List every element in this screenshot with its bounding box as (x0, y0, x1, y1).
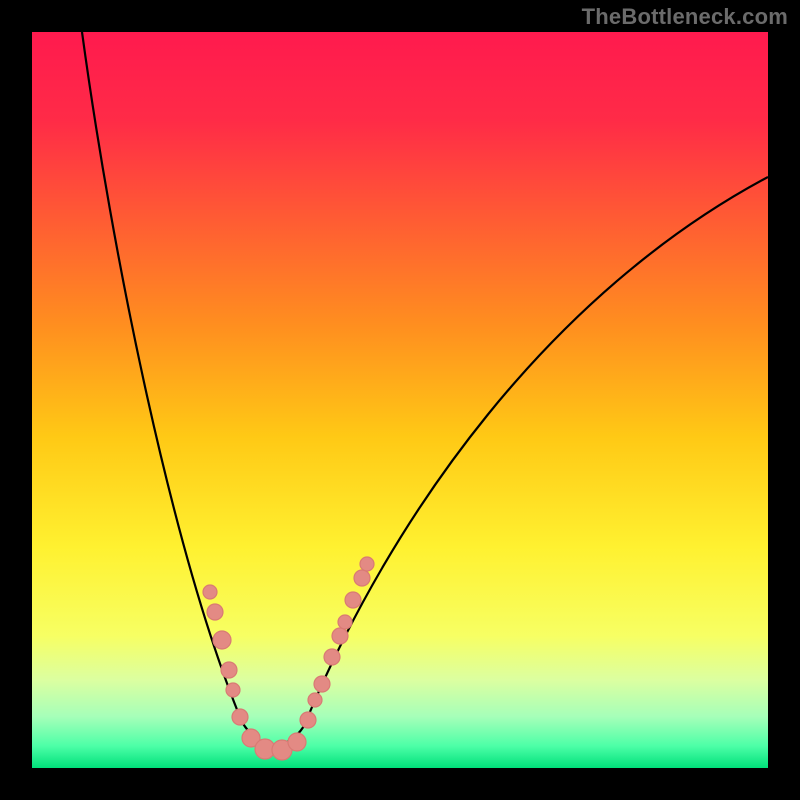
data-marker (314, 676, 330, 692)
data-marker (221, 662, 237, 678)
data-marker (213, 631, 231, 649)
data-marker (203, 585, 217, 599)
data-marker (232, 709, 248, 725)
data-marker (338, 615, 352, 629)
data-marker (332, 628, 348, 644)
watermark-text: TheBottleneck.com (582, 4, 788, 30)
data-marker (207, 604, 223, 620)
chart-frame: TheBottleneck.com (0, 0, 800, 800)
data-marker (288, 733, 306, 751)
data-marker (308, 693, 322, 707)
data-marker (300, 712, 316, 728)
plot-area (32, 32, 768, 768)
data-marker (345, 592, 361, 608)
data-marker (354, 570, 370, 586)
chart-background (32, 32, 768, 768)
data-marker (226, 683, 240, 697)
data-marker (360, 557, 374, 571)
data-marker (324, 649, 340, 665)
chart-svg (32, 32, 768, 768)
